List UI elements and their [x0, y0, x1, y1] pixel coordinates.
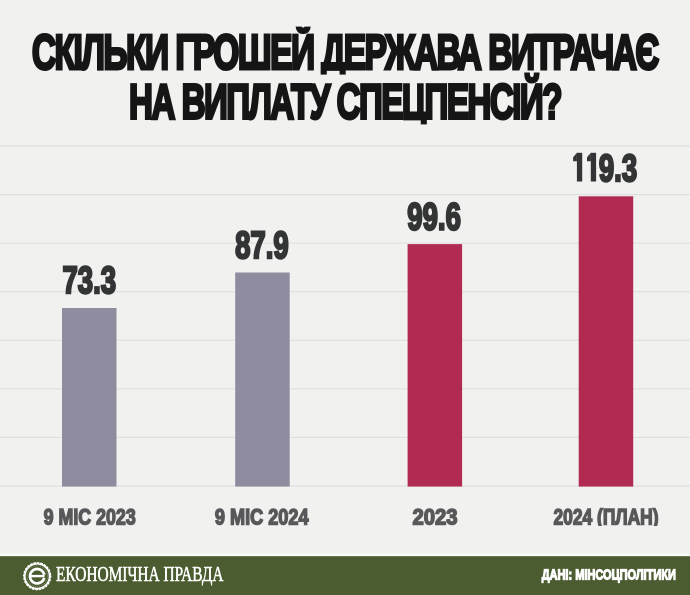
svg-text:9 МІС 2024: 9 МІС 2024: [215, 506, 309, 530]
svg-text:2023: 2023: [412, 505, 457, 530]
svg-text:99.6: 99.6: [407, 196, 461, 238]
svg-text:СКІЛЬКИ ГРОШЕЙ ДЕРЖАВА ВИТРАЧА: СКІЛЬКИ ГРОШЕЙ ДЕРЖАВА ВИТРАЧАЄ: [32, 24, 659, 80]
svg-text:9 МІС 2023: 9 МІС 2023: [44, 506, 136, 530]
svg-text:2024 (ПЛАН): 2024 (ПЛАН): [553, 506, 658, 531]
svg-text:73.3: 73.3: [62, 260, 116, 302]
svg-text:87.9: 87.9: [235, 225, 289, 267]
svg-text:ДАНІ: МІНСОЦПОЛІТИКИ: ДАНІ: МІНСОЦПОЛІТИКИ: [542, 566, 676, 583]
svg-text:НА ВИПЛАТУ СПЕЦПЕНСІЙ?: НА ВИПЛАТУ СПЕЦПЕНСІЙ?: [129, 73, 561, 129]
svg-text:ЕКОНОМІЧНА ПРАВДА: ЕКОНОМІЧНА ПРАВДА: [56, 563, 224, 586]
svg-text:9.3: 9.3: [599, 148, 637, 190]
